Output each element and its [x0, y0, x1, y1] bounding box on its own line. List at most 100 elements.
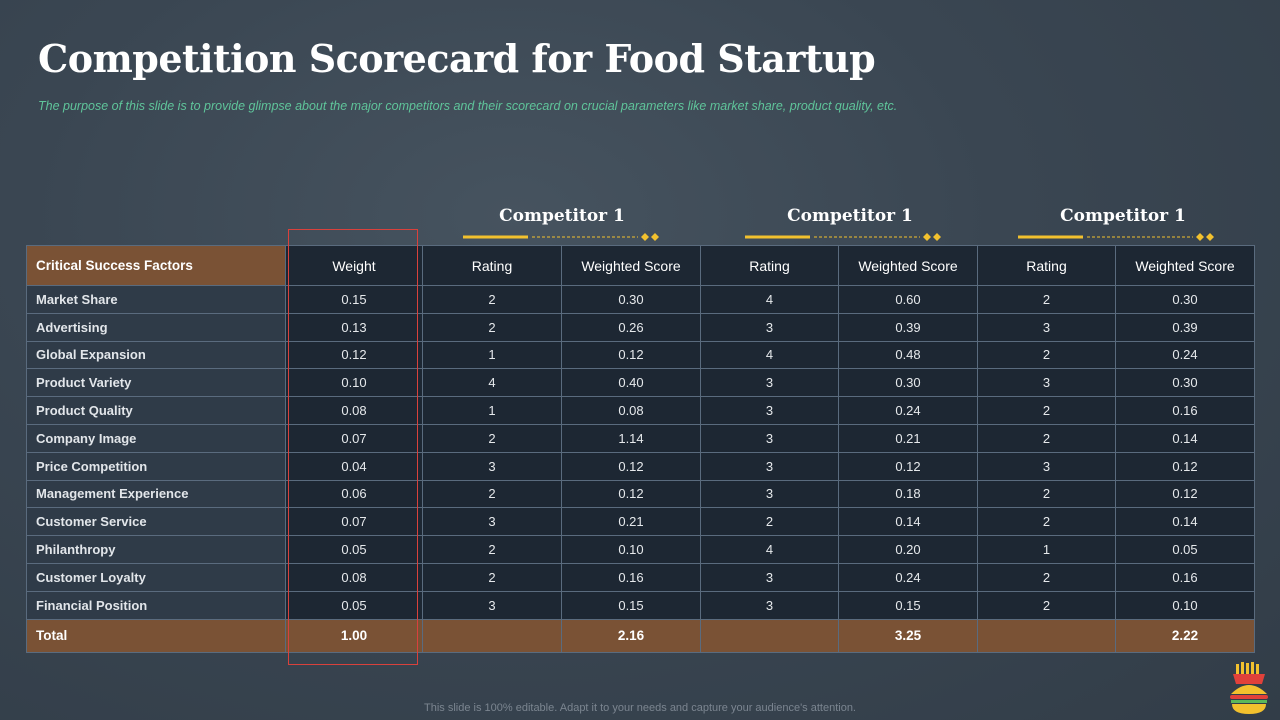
cell-weighted-score-3: 0.12 — [1115, 451, 1255, 481]
cell-weight: 0.07 — [285, 423, 423, 453]
cell-weighted-score-3: 0.24 — [1115, 340, 1255, 370]
cell-rating-3: 2 — [977, 590, 1116, 620]
column-header-weight: Weight — [285, 245, 423, 286]
cell-weighted-score-3: 0.16 — [1115, 562, 1255, 592]
cell-weighted-score-1: 0.26 — [561, 312, 701, 342]
table-row: Customer Loyalty 0.08 2 0.16 3 0.24 2 0.16 — [26, 562, 1255, 592]
cell-weighted-score-1: 0.16 — [561, 562, 701, 592]
cell-weight: 0.07 — [285, 507, 423, 537]
cell-factor: Product Quality — [26, 396, 286, 425]
cell-rating-3: 2 — [977, 340, 1116, 370]
cell-rating-2: 2 — [700, 507, 839, 537]
cell-rating-2: 3 — [700, 312, 839, 342]
cell-rating-3: 1 — [977, 535, 1116, 564]
cell-rating-1: 3 — [422, 507, 562, 537]
cell-weighted-score-1: 0.08 — [561, 396, 701, 425]
cell-weighted-score-2: 0.24 — [838, 396, 978, 425]
competitor-divider-3 — [1018, 233, 1214, 241]
cell-rating-2: 3 — [700, 590, 839, 620]
cell-factor: Customer Service — [26, 507, 286, 537]
cell-rating-1: 2 — [422, 479, 562, 509]
column-header-weighted-score-3: Weighted Score — [1115, 245, 1255, 286]
footer-note: This slide is 100% editable. Adapt it to… — [424, 702, 856, 714]
cell-weighted-score-3: 0.30 — [1115, 368, 1255, 398]
cell-rating-1: 2 — [422, 312, 562, 342]
total-weighted-score-1: 2.16 — [561, 618, 701, 653]
cell-factor: Management Experience — [26, 479, 286, 509]
cell-weighted-score-3: 0.14 — [1115, 423, 1255, 453]
cell-weighted-score-1: 0.12 — [561, 340, 701, 370]
scorecard-table: Critical Success Factors Weight Rating W… — [26, 245, 1255, 653]
cell-rating-3: 3 — [977, 312, 1116, 342]
cell-rating-1: 3 — [422, 451, 562, 481]
cell-weighted-score-3: 0.16 — [1115, 396, 1255, 425]
cell-factor: Financial Position — [26, 590, 286, 620]
cell-weighted-score-3: 0.05 — [1115, 535, 1255, 564]
cell-weighted-score-3: 0.39 — [1115, 312, 1255, 342]
cell-weighted-score-1: 0.12 — [561, 479, 701, 509]
column-header-weighted-score-2: Weighted Score — [838, 245, 978, 286]
cell-rating-1: 2 — [422, 423, 562, 453]
total-weight: 1.00 — [285, 618, 423, 653]
column-header-rating-3: Rating — [977, 245, 1116, 286]
cell-weight: 0.08 — [285, 562, 423, 592]
table-row: Advertising 0.13 2 0.26 3 0.39 3 0.39 — [26, 312, 1255, 342]
cell-factor: Product Variety — [26, 368, 286, 398]
cell-rating-3: 2 — [977, 479, 1116, 509]
cell-weighted-score-2: 0.39 — [838, 312, 978, 342]
cell-rating-2: 3 — [700, 368, 839, 398]
cell-factor: Market Share — [26, 285, 286, 314]
table-header-row: Critical Success Factors Weight Rating W… — [26, 245, 1255, 286]
cell-rating-1: 2 — [422, 285, 562, 314]
table-row: Product Quality 0.08 1 0.08 3 0.24 2 0.16 — [26, 396, 1255, 425]
table-total-row: Total 1.00 2.16 3.25 2.22 — [26, 618, 1255, 653]
table-row: Financial Position 0.05 3 0.15 3 0.15 2 0.10 — [26, 590, 1255, 620]
cell-rating-3: 2 — [977, 423, 1116, 453]
cell-weight: 0.08 — [285, 396, 423, 425]
cell-weighted-score-1: 0.10 — [561, 535, 701, 564]
cell-weighted-score-3: 0.10 — [1115, 590, 1255, 620]
cell-weighted-score-2: 0.12 — [838, 451, 978, 481]
table-row: Market Share 0.15 2 0.30 4 0.60 2 0.30 — [26, 285, 1255, 314]
cell-weight: 0.13 — [285, 312, 423, 342]
total-label: Total — [26, 618, 286, 653]
cell-rating-3: 2 — [977, 507, 1116, 537]
cell-rating-1: 2 — [422, 562, 562, 592]
cell-rating-3: 2 — [977, 562, 1116, 592]
table-row: Price Competition 0.04 3 0.12 3 0.12 3 0.12 — [26, 451, 1255, 481]
burger-fries-icon — [1230, 662, 1268, 714]
cell-weighted-score-1: 0.30 — [561, 285, 701, 314]
table-row: Global Expansion 0.12 1 0.12 4 0.48 2 0.24 — [26, 340, 1255, 370]
column-header-rating-1: Rating — [422, 245, 562, 286]
total-weighted-score-2: 3.25 — [838, 618, 978, 653]
cell-rating-3: 2 — [977, 285, 1116, 314]
cell-rating-2: 4 — [700, 340, 839, 370]
competitor-title-1: Competitor 1 — [499, 206, 625, 226]
slide-title: Competition Scorecard for Food Startup — [38, 36, 876, 81]
cell-weighted-score-3: 0.12 — [1115, 479, 1255, 509]
cell-rating-3: 3 — [977, 368, 1116, 398]
competitor-divider-2 — [745, 233, 941, 241]
cell-weighted-score-1: 1.14 — [561, 423, 701, 453]
table-row: Philanthropy 0.05 2 0.10 4 0.20 1 0.05 — [26, 535, 1255, 564]
cell-weighted-score-1: 0.15 — [561, 590, 701, 620]
cell-rating-2: 3 — [700, 479, 839, 509]
cell-weighted-score-2: 0.14 — [838, 507, 978, 537]
table-row: Company Image 0.07 2 1.14 3 0.21 2 0.14 — [26, 423, 1255, 453]
cell-rating-3: 3 — [977, 451, 1116, 481]
cell-rating-2: 3 — [700, 451, 839, 481]
competitor-divider-1 — [463, 233, 659, 241]
cell-weight: 0.05 — [285, 590, 423, 620]
cell-weighted-score-3: 0.14 — [1115, 507, 1255, 537]
column-header-weighted-score-1: Weighted Score — [561, 245, 701, 286]
cell-weight: 0.15 — [285, 285, 423, 314]
cell-factor: Advertising — [26, 312, 286, 342]
cell-rating-1: 1 — [422, 396, 562, 425]
cell-weight: 0.10 — [285, 368, 423, 398]
cell-weighted-score-2: 0.60 — [838, 285, 978, 314]
competitor-title-2: Competitor 1 — [787, 206, 913, 226]
cell-weighted-score-2: 0.18 — [838, 479, 978, 509]
cell-factor: Price Competition — [26, 451, 286, 481]
cell-factor: Customer Loyalty — [26, 562, 286, 592]
column-header-factors: Critical Success Factors — [26, 245, 286, 286]
